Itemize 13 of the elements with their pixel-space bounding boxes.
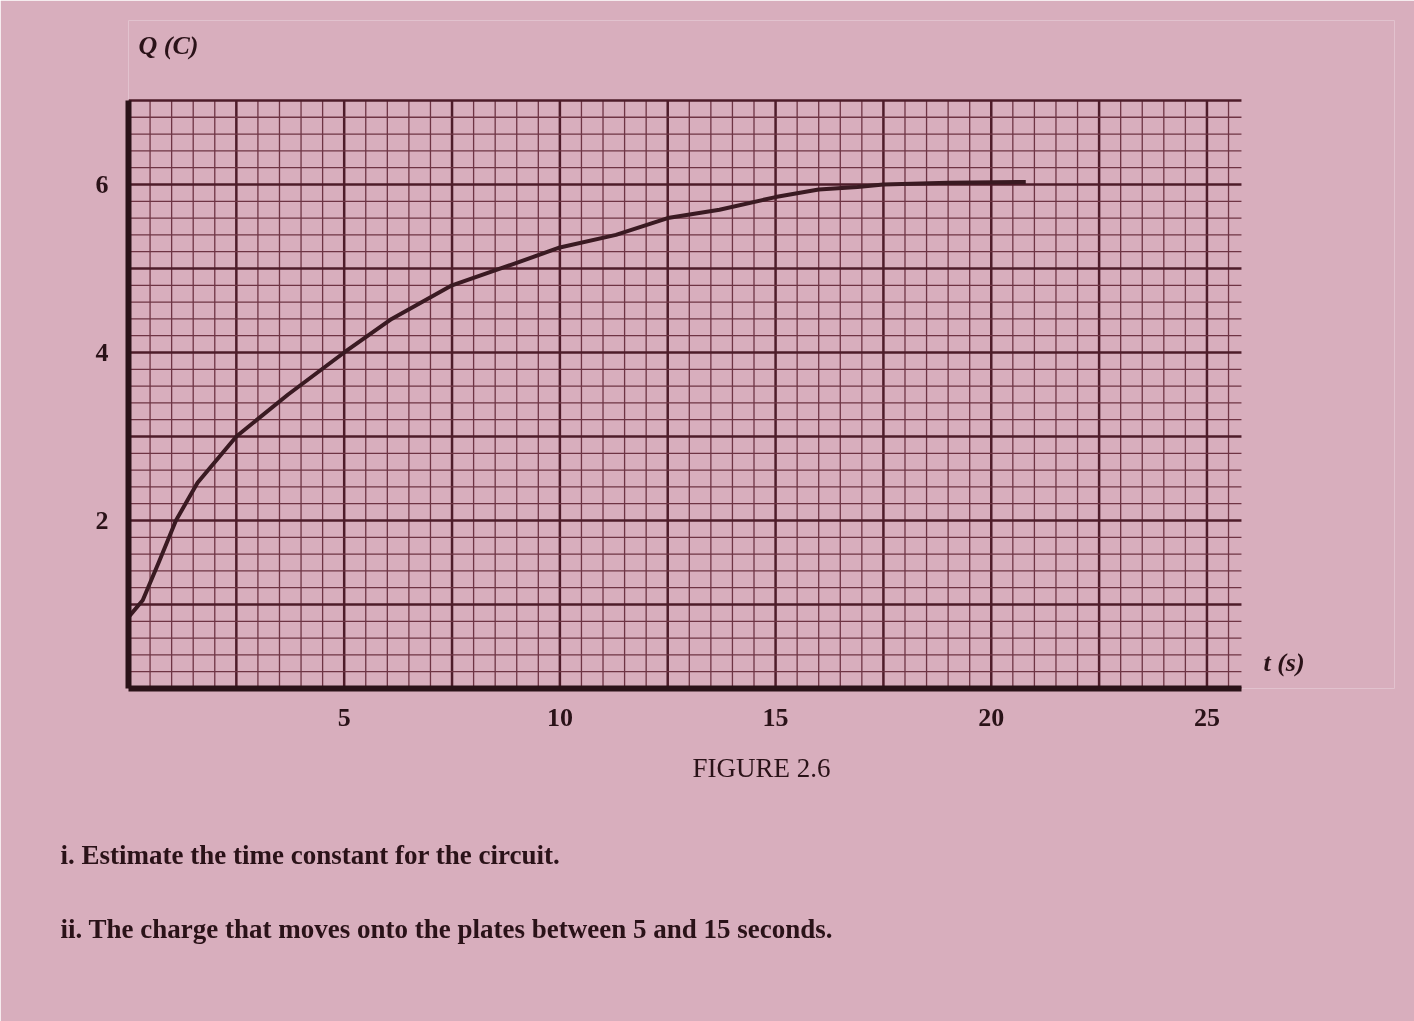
text: FIGURE 2.6 [692,753,831,783]
x-tick-label: 15 [762,702,789,732]
y-tick-label: 6 [95,169,109,199]
y-tick-label: 2 [95,505,109,535]
text: ii. The charge that moves onto the plates between 5 and 15 seconds. [60,913,833,944]
x-tick-label: 10 [546,702,573,732]
y-axis-title: Q (C) [138,31,199,61]
text: i. Estimate the time constant for the circuit. [60,840,560,870]
x-tick-label: 25 [1193,702,1220,732]
x-tick-label: 20 [978,702,1005,732]
x-tick-label: 5 [337,702,351,732]
y-tick-label: 4 [95,337,109,367]
x-axis-title: t (s) [1263,648,1305,677]
